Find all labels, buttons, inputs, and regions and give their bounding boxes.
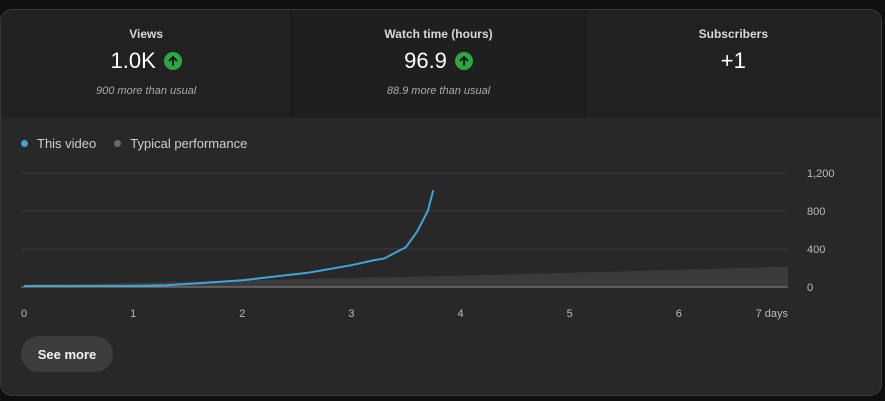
see-more-button[interactable]: See more [21, 336, 113, 372]
tab-watch-time-sub: 88.9 more than usual [386, 85, 491, 97]
x-tick-label: 2 [239, 308, 245, 320]
x-tick-label: 5 [567, 308, 573, 320]
tab-views-title: Views [129, 27, 164, 41]
analytics-card: Views 1.0K 900 more than usual Watch tim… [0, 9, 882, 396]
x-tick-label: 1 [130, 308, 136, 320]
views-chart: 0 400 800 1,200 0 1 2 3 4 5 6 7 days [21, 168, 835, 320]
legend-item-this-video: This video [21, 136, 96, 151]
typical-performance-area [24, 266, 788, 287]
arrow-up-icon [454, 52, 473, 70]
tab-views[interactable]: Views 1.0K 900 more than usual [1, 10, 292, 118]
tab-views-value-row: 1.0K [1, 48, 291, 74]
legend-dot-typical [114, 140, 122, 147]
legend-label-this-video: This video [37, 136, 97, 151]
y-tick-label: 400 [807, 244, 825, 256]
y-tick-label: 0 [807, 282, 813, 294]
tab-views-sub: 900 more than usual [96, 85, 197, 97]
tab-subscribers-value-row: +1 [586, 48, 881, 74]
this-video-line [24, 189, 435, 287]
tab-watch-time-value: 96.9 [404, 48, 447, 73]
metric-tabs: Views 1.0K 900 more than usual Watch tim… [1, 10, 881, 118]
tab-subscribers-value: +1 [720, 48, 746, 73]
x-tick-label: 3 [348, 308, 354, 320]
x-tick-label: 7 days [756, 308, 789, 320]
arrow-up-icon [163, 52, 182, 70]
tab-subscribers[interactable]: Subscribers +1 [585, 10, 881, 118]
y-tick-label: 1,200 [807, 168, 835, 180]
x-tick-label: 0 [21, 308, 27, 320]
legend-dot-this-video [21, 140, 28, 147]
x-tick-label: 4 [458, 308, 464, 320]
chart-legend: This video Typical performance [21, 136, 265, 151]
tab-watch-time[interactable]: Watch time (hours) 96.9 88.9 more than u… [291, 10, 586, 118]
tab-watch-time-title: Watch time (hours) [384, 27, 493, 41]
legend-label-typical: Typical performance [130, 136, 248, 151]
tab-subscribers-title: Subscribers [698, 27, 769, 41]
tab-views-value: 1.0K [110, 48, 156, 73]
y-tick-label: 800 [807, 206, 825, 218]
x-tick-label: 6 [676, 308, 682, 320]
legend-item-typical: Typical performance [114, 136, 247, 151]
tab-watch-time-value-row: 96.9 [292, 48, 584, 74]
